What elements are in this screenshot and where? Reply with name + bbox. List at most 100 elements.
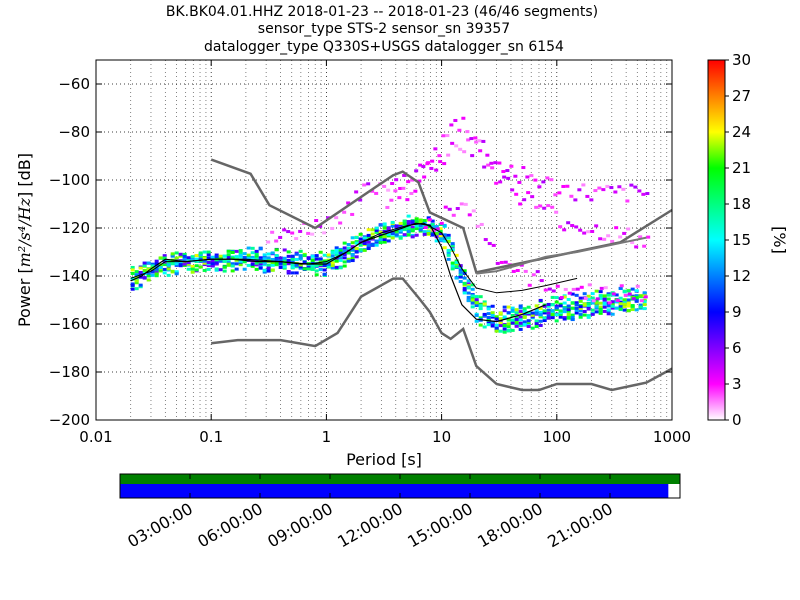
density-cell xyxy=(322,253,327,257)
density-cell xyxy=(162,256,167,260)
density-cell xyxy=(302,267,307,271)
density-cell xyxy=(470,154,475,158)
density-cell xyxy=(589,198,594,202)
density-cell xyxy=(445,134,450,138)
density-cell xyxy=(518,304,523,308)
density-cell xyxy=(441,134,446,138)
density-cell xyxy=(342,264,347,268)
density-cell xyxy=(286,250,291,254)
density-cell xyxy=(494,317,499,321)
density-cell xyxy=(454,253,459,257)
density-cell xyxy=(594,301,599,305)
density-cell xyxy=(642,291,647,295)
density-cell xyxy=(318,257,323,261)
density-cell xyxy=(554,313,559,317)
density-cell xyxy=(634,245,639,249)
density-cell xyxy=(338,266,343,270)
density-cell xyxy=(222,254,227,258)
density-cell xyxy=(430,222,435,226)
density-cell xyxy=(582,231,587,235)
density-cell xyxy=(546,304,551,308)
timeline-tick-label: 18:00:00 xyxy=(474,499,546,551)
density-cell xyxy=(202,250,207,254)
density-cell xyxy=(570,318,575,322)
density-cell xyxy=(222,265,227,269)
density-cell xyxy=(310,254,315,258)
density-cell xyxy=(522,309,527,313)
density-cell xyxy=(606,234,611,238)
density-cell xyxy=(334,246,339,250)
density-cell xyxy=(443,205,448,209)
density-cell xyxy=(566,221,571,225)
density-cell xyxy=(310,258,315,262)
density-cell xyxy=(614,226,619,230)
psd-plot: 0.01 0.1 1 10 100 1000 −200 −180 −160 −140 −120 −1… xyxy=(15,59,691,469)
density-cell xyxy=(170,252,175,256)
density-cell xyxy=(634,294,639,298)
density-cell xyxy=(414,227,419,231)
density-cell xyxy=(514,320,519,324)
density-cell xyxy=(402,219,407,223)
density-cell xyxy=(206,253,211,257)
density-cell xyxy=(454,260,459,264)
density-cell xyxy=(358,248,363,252)
density-cell xyxy=(498,324,503,328)
density-cell xyxy=(238,251,243,255)
density-cell xyxy=(586,302,591,306)
density-cell xyxy=(538,315,543,319)
density-cell xyxy=(558,302,563,306)
density-cell xyxy=(458,268,463,272)
density-cell xyxy=(530,313,535,317)
density-cell xyxy=(234,257,239,261)
density-cell xyxy=(590,296,595,300)
density-cell xyxy=(401,186,406,190)
density-cell xyxy=(278,256,283,260)
density-cell xyxy=(262,253,267,257)
x-tick-label: 1000 xyxy=(653,428,691,446)
density-cell xyxy=(502,309,507,313)
density-cell xyxy=(266,266,271,270)
density-cell xyxy=(522,313,527,317)
density-cell xyxy=(254,254,259,258)
density-cell xyxy=(414,233,419,237)
density-cell xyxy=(434,232,439,236)
density-cell xyxy=(526,322,531,326)
density-cell xyxy=(318,250,323,254)
density-cell xyxy=(494,326,499,330)
density-cell xyxy=(470,296,475,300)
density-cell xyxy=(521,166,526,170)
nlnm-line xyxy=(211,277,673,392)
density-cell xyxy=(514,192,519,196)
density-cell xyxy=(462,291,467,295)
density-cell xyxy=(490,311,495,315)
density-cell xyxy=(258,266,263,270)
density-cell xyxy=(338,249,343,253)
density-cell xyxy=(626,227,631,231)
density-cell xyxy=(286,262,291,266)
density-cell xyxy=(601,188,606,192)
density-cell xyxy=(390,236,395,240)
x-axis-label: Period [s] xyxy=(346,450,422,469)
density-cell xyxy=(526,310,531,314)
density-cell xyxy=(242,267,247,271)
density-cell xyxy=(538,306,543,310)
y-tick-label: −200 xyxy=(49,411,90,429)
density-cell xyxy=(494,329,499,333)
density-cell xyxy=(350,212,355,216)
density-cell xyxy=(579,285,584,289)
density-cell xyxy=(590,301,595,305)
density-cell xyxy=(530,326,535,330)
density-cell xyxy=(566,312,571,316)
density-cell xyxy=(178,264,183,268)
x-tick-label: 0.1 xyxy=(199,428,223,446)
density-cell xyxy=(610,306,615,310)
colorbar-ticks: 0 3 6 9 12 15 18 21 24 27 30 xyxy=(725,51,751,429)
density-cell xyxy=(398,229,403,233)
density-cell xyxy=(242,255,247,259)
mean-line xyxy=(130,222,578,294)
density-cell xyxy=(234,249,239,253)
density-cell xyxy=(154,262,159,266)
density-cell xyxy=(454,144,459,148)
density-cell xyxy=(557,191,562,195)
density-cell xyxy=(561,184,566,188)
